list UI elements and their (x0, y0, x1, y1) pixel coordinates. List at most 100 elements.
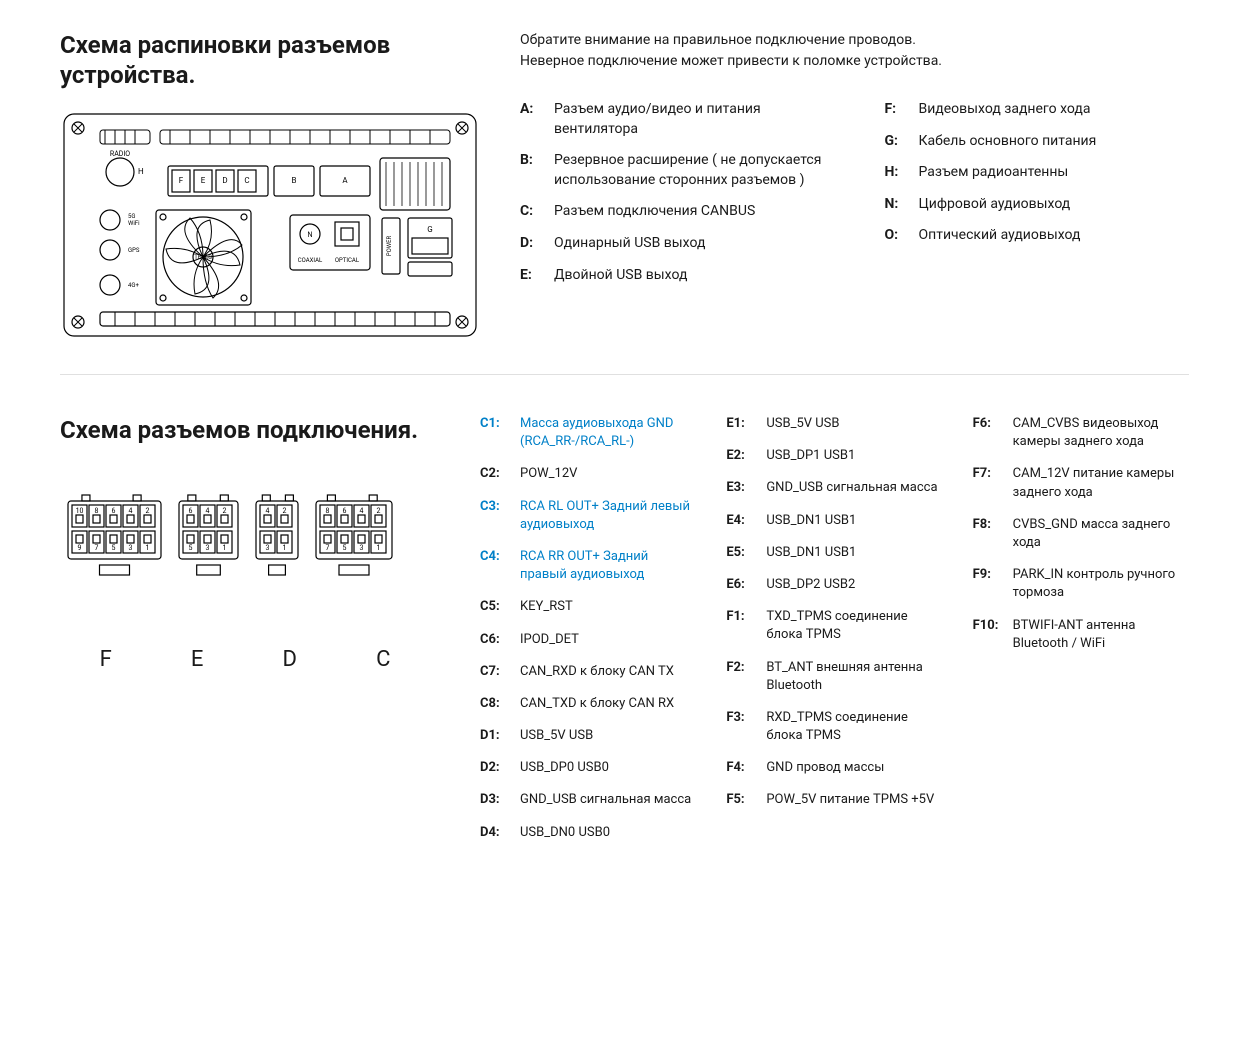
pin-desc: RCA RR OUT+ Задний правый аудиовыход (520, 548, 696, 584)
legend-item: D: Одинарный USB выход (520, 234, 825, 254)
connector-diagram: 10864297531642531423186427531 (60, 465, 430, 635)
svg-text:7: 7 (95, 544, 99, 552)
connector-label-f: F (100, 647, 112, 672)
svg-text:1: 1 (377, 544, 381, 552)
svg-text:6: 6 (189, 507, 193, 515)
legend-desc: Одинарный USB выход (554, 234, 825, 254)
pin-key: D1: (480, 727, 512, 745)
pin-desc: KEY_RST (520, 598, 696, 616)
svg-text:COAXIAL: COAXIAL (298, 257, 323, 264)
pin-item: E4:USB_DN1 USB1 (726, 512, 942, 530)
pin-key: D3: (480, 791, 512, 809)
svg-text:3: 3 (360, 544, 364, 552)
pin-item: E5:USB_DN1 USB1 (726, 544, 942, 562)
pin-item: C2:POW_12V (480, 465, 696, 483)
legend-desc: Разъем радиоантенны (919, 163, 1190, 183)
legend-key: D: (520, 234, 544, 254)
connector-section: Схема разъемов подключения. 108642975316… (60, 415, 1189, 856)
legend-key: H: (885, 163, 909, 183)
pinout-left: Схема распиновки разъемов устройства. (60, 30, 480, 344)
legend-item: N: Цифровой аудиовыход (885, 195, 1190, 215)
pin-desc: CVBS_GND масса заднего хода (1013, 516, 1189, 552)
svg-text:POWER: POWER (386, 236, 393, 257)
pinout-title: Схема распиновки разъемов устройства. (60, 30, 480, 90)
pin-key: E1: (726, 415, 758, 433)
pin-key: F2: (726, 659, 758, 695)
pin-item: F3:RXD_TPMS соединение блока TPMS (726, 709, 942, 745)
svg-text:7: 7 (326, 544, 330, 552)
pin-item: C3:RCA RL OUT+ Задний левый аудиовыход (480, 498, 696, 534)
svg-text:B: B (292, 176, 297, 185)
pin-desc: Масса аудиовыхода GND (RCA_RR-/RCA_RL-) (520, 415, 696, 451)
pinout-section: Схема распиновки разъемов устройства. (60, 30, 1189, 344)
pin-key: D4: (480, 824, 512, 842)
pin-desc: POW_12V (520, 465, 696, 483)
pin-item: F2:BT_ANT внешняя антенна Bluetooth (726, 659, 942, 695)
pinout-right: Обратите внимание на правильное подключе… (520, 30, 1189, 344)
svg-text:OPTICAL: OPTICAL (335, 257, 360, 264)
svg-text:1: 1 (283, 544, 287, 552)
legend-col-left: A:Разъем аудио/видео и питания вентилято… (520, 100, 825, 297)
pin-key: C3: (480, 498, 512, 534)
pin-key: F3: (726, 709, 758, 745)
svg-text:10: 10 (76, 507, 84, 515)
pin-item: C5: KEY_RST (480, 598, 696, 616)
pin-columns: C1:Масса аудиовыхода GND (RCA_RR-/RCA_RL… (480, 415, 1189, 856)
pin-desc: CAN_TXD к блоку CAN RX (520, 695, 696, 713)
pin-item: F4:GND провод массы (726, 759, 942, 777)
pin-desc: PARK_IN контроль ручного тормоза (1013, 566, 1189, 602)
pin-item: E6:USB_DP2 USB2 (726, 576, 942, 594)
pin-item: E2:USB_DP1 USB1 (726, 447, 942, 465)
legend-key: O: (885, 226, 909, 246)
pin-desc: USB_DP1 USB1 (766, 447, 942, 465)
pin-item: F5:POW_5V питание TPMS +5V (726, 791, 942, 809)
legend-item: E:Двойной USB выход (520, 266, 825, 286)
pins-col-3: F6:CAM_CVBS видеовыход камеры заднего хо… (973, 415, 1189, 856)
legend-item: C:Разъем подключения CANBUS (520, 202, 825, 222)
pin-item: D4:USB_DN0 USB0 (480, 824, 696, 842)
connector-title: Схема разъемов подключения. (60, 415, 440, 445)
legend-key: F: (885, 100, 909, 120)
pin-desc: CAM_CVBS видеовыход камеры заднего хода (1013, 415, 1189, 451)
legend-key: C: (520, 202, 544, 222)
pin-item: F9:PARK_IN контроль ручного тормоза (973, 566, 1189, 602)
legend-key: N: (885, 195, 909, 215)
legend-key: E: (520, 266, 544, 286)
pin-item: D3: GND_USB сигнальная масса (480, 791, 696, 809)
pin-desc: USB_DN1 USB1 (766, 544, 942, 562)
svg-text:3: 3 (129, 544, 133, 552)
connector-label-d: D (283, 647, 297, 672)
pin-key: F7: (973, 465, 1005, 501)
svg-text:WiFi: WiFi (128, 220, 140, 227)
legend-item: G:Кабель основного питания (885, 132, 1190, 152)
svg-text:TEYES: TEYES (194, 254, 212, 261)
pin-desc: BTWIFI-ANT антенна Bluetooth / WiFi (1013, 617, 1189, 653)
pin-desc: BT_ANT внешняя антенна Bluetooth (766, 659, 942, 695)
pin-item: E1: USB_5V USB (726, 415, 942, 433)
pin-desc: GND_USB сигнальная масса (520, 791, 696, 809)
pin-desc: CAN_RXD к блоку CAN TX (520, 663, 696, 681)
svg-text:4: 4 (266, 507, 270, 515)
pin-key: F8: (973, 516, 1005, 552)
svg-text:H: H (138, 167, 144, 176)
svg-text:GPS: GPS (128, 247, 140, 254)
legend-item: A:Разъем аудио/видео и питания вентилято… (520, 100, 825, 139)
svg-text:8: 8 (95, 507, 99, 515)
legend-columns: A:Разъем аудио/видео и питания вентилято… (520, 100, 1189, 297)
legend-key: B: (520, 151, 544, 190)
svg-text:N: N (308, 231, 313, 239)
pin-key: C5: (480, 598, 512, 616)
legend-desc: Цифровой аудиовыход (919, 195, 1190, 215)
svg-text:2: 2 (283, 507, 287, 515)
pin-key: F10: (973, 617, 1005, 653)
pin-item: F10:BTWIFI-ANT антенна Bluetooth / WiFi (973, 617, 1189, 653)
pin-desc: USB_5V USB (766, 415, 942, 433)
svg-text:2: 2 (377, 507, 381, 515)
legend-desc: Резервное расширение ( не допускается ис… (554, 151, 825, 190)
pin-item: E3:GND_USB сигнальная масса (726, 479, 942, 497)
connector-labels-row: F E D C (60, 647, 430, 672)
pin-desc: CAM_12V питание камеры заднего хода (1013, 465, 1189, 501)
svg-text:5G: 5G (128, 213, 135, 220)
svg-text:4: 4 (360, 507, 364, 515)
svg-text:1: 1 (223, 544, 227, 552)
